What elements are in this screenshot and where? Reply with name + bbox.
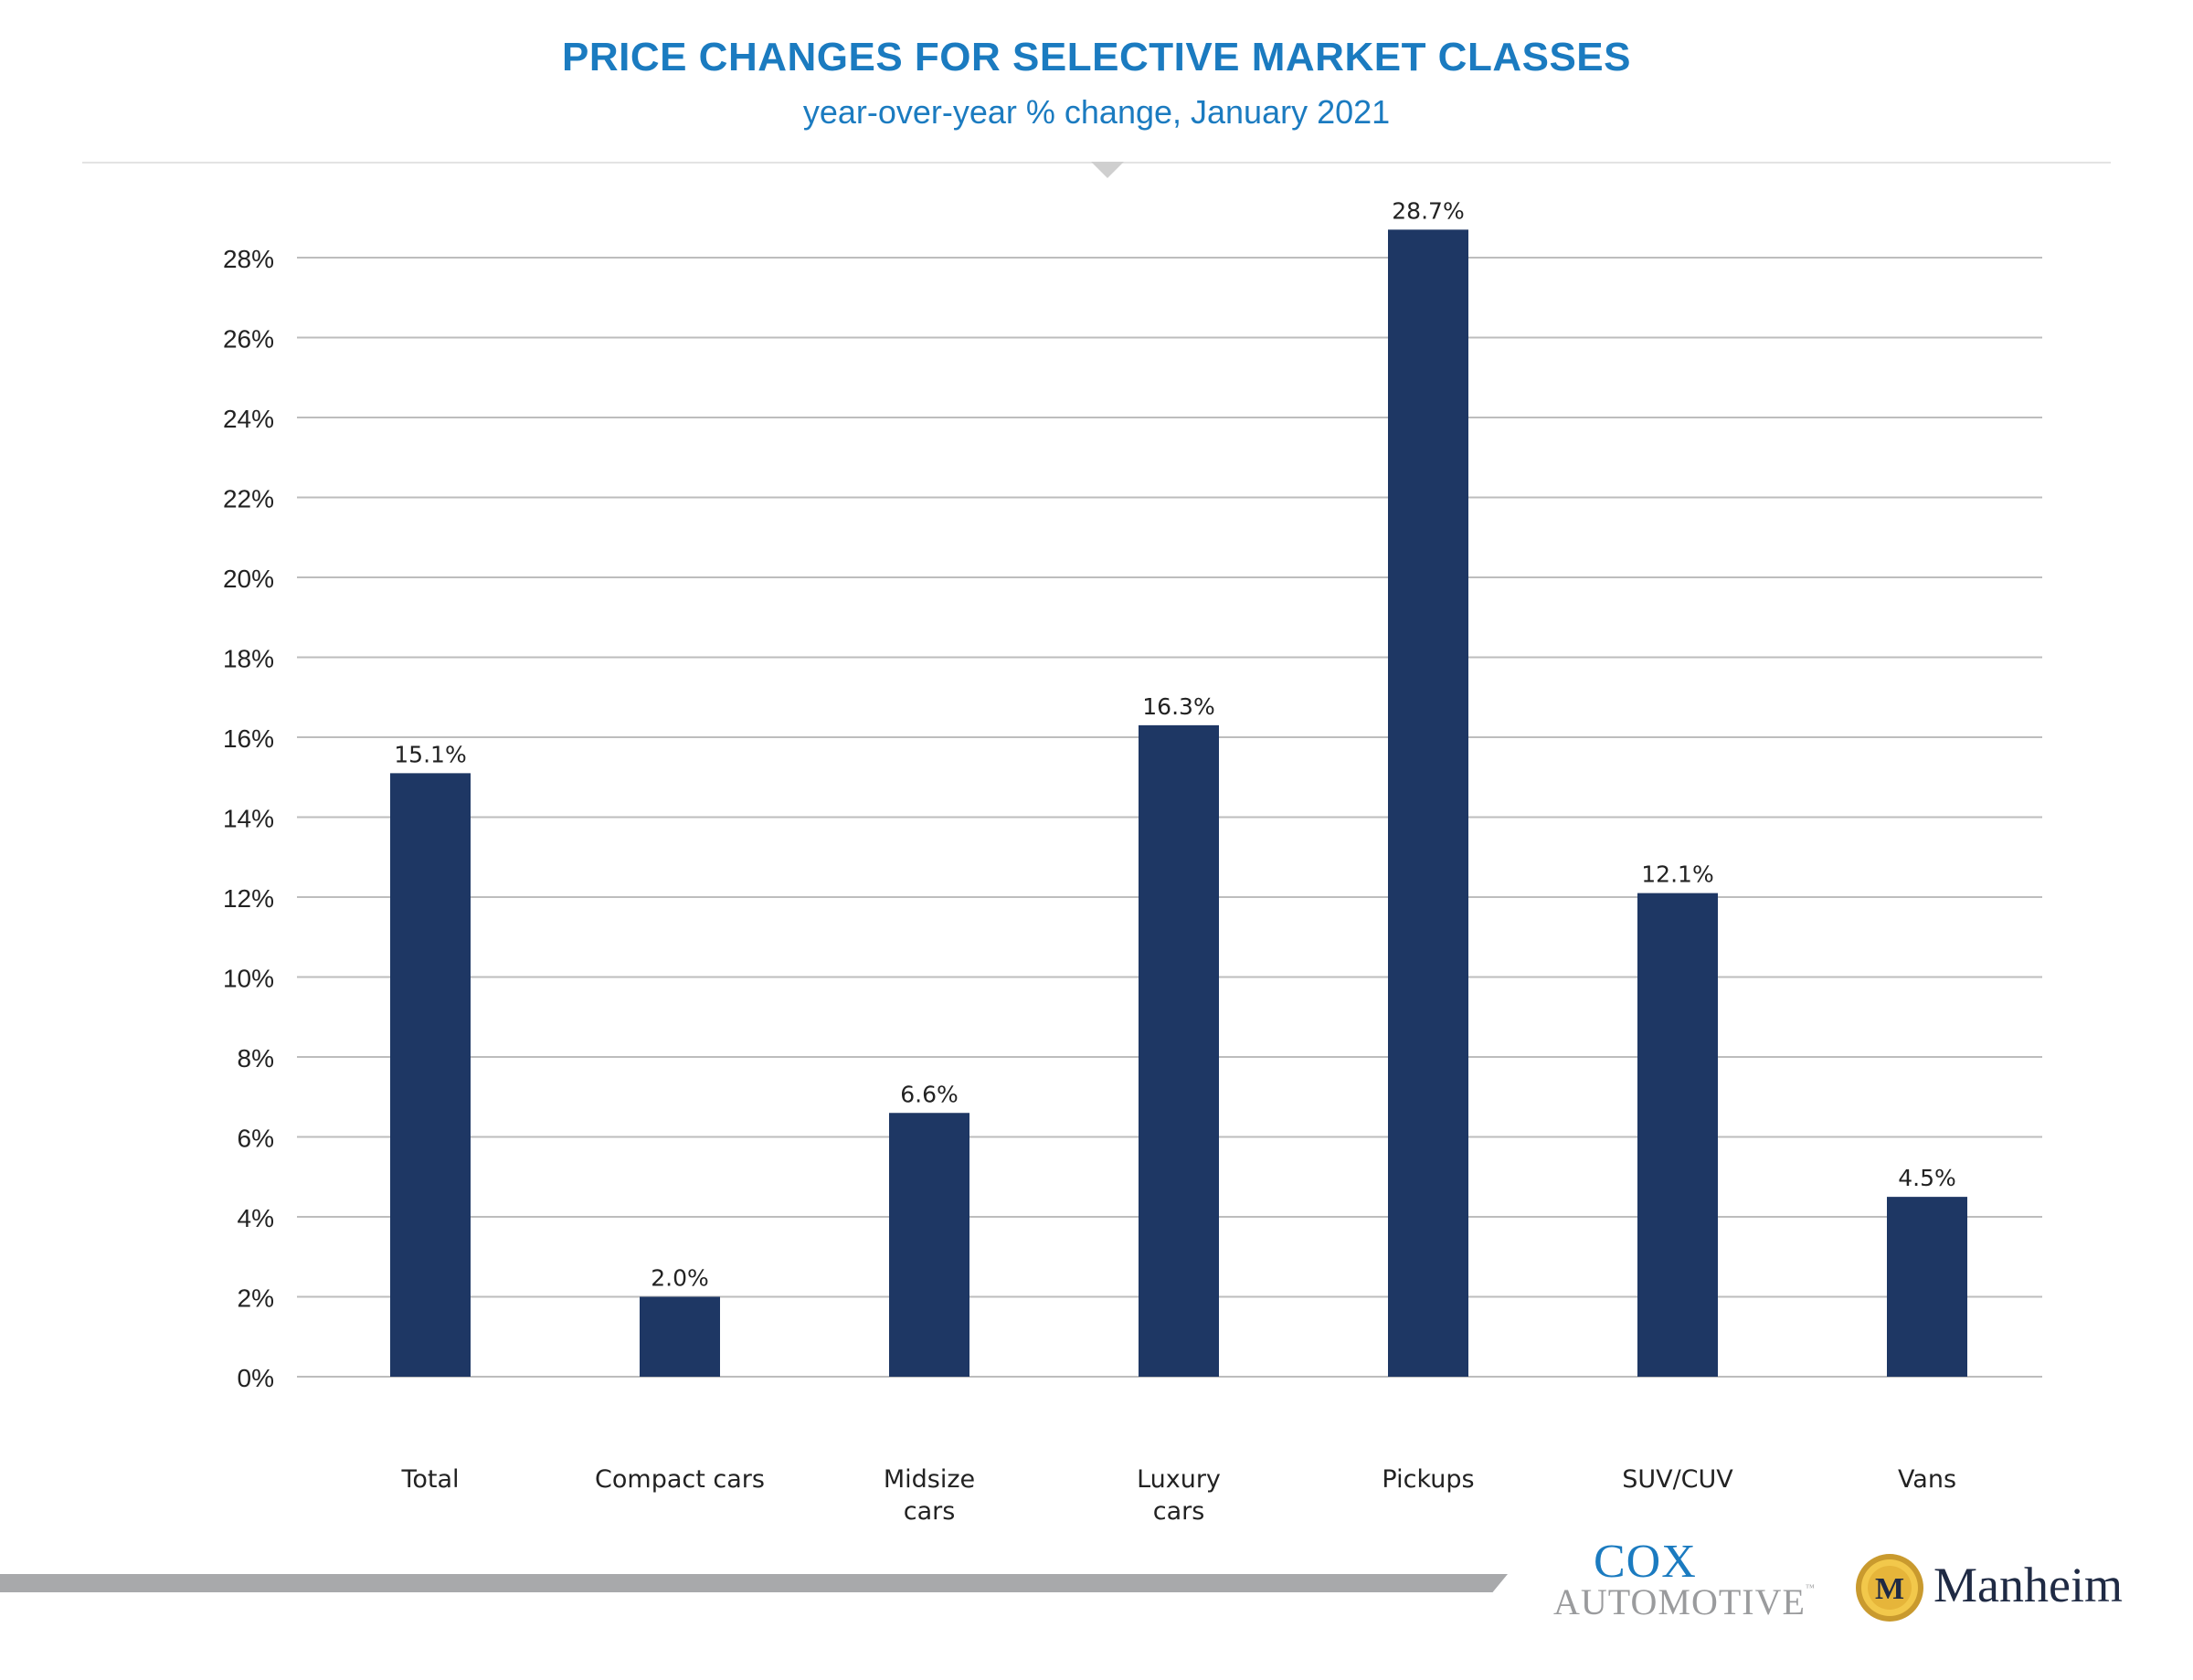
bar xyxy=(1887,1197,1967,1377)
bar xyxy=(889,1113,969,1377)
y-tick-label: 22% xyxy=(223,485,274,513)
data-label: 12.1% xyxy=(1641,861,1713,888)
y-tick-label: 4% xyxy=(238,1204,274,1232)
bar-chart: 0% 2% 4% 6% 8% 10% 12% 14% 16% 18% 20% 22% 24% 26% 28%… xyxy=(223,197,2042,1526)
y-tick-label: 0% xyxy=(238,1364,274,1392)
header-notch-icon xyxy=(1091,162,1124,178)
y-tick-label: 16% xyxy=(223,724,274,753)
x-tick-label: Vans xyxy=(1898,1465,1956,1494)
y-tick-label: 10% xyxy=(223,965,274,993)
y-tick-label: 26% xyxy=(223,325,274,354)
x-tick-label: cars xyxy=(1153,1497,1205,1526)
data-label: 6.6% xyxy=(900,1081,959,1107)
bar xyxy=(390,773,471,1377)
y-tick-label: 2% xyxy=(238,1284,274,1313)
y-axis-ticks: 0% 2% 4% 6% 8% 10% 12% 14% 16% 18% 20% 22% 24% 26% 28% xyxy=(223,245,274,1392)
cox-logo-tm: ™ xyxy=(1805,1583,1816,1593)
x-tick-label: Pickups xyxy=(1382,1465,1474,1494)
cox-logo-top: COX xyxy=(1594,1536,1697,1588)
manheim-wordmark: Manheim xyxy=(1933,1558,2123,1612)
data-label: 28.7% xyxy=(1392,197,1464,224)
y-tick-label: 8% xyxy=(238,1044,274,1072)
y-tick-label: 12% xyxy=(223,884,274,913)
data-label: 4.5% xyxy=(1898,1165,1956,1191)
bar xyxy=(1139,724,1219,1377)
x-axis-ticks: Total Compact cars Midsize cars Luxury cars Pi… xyxy=(400,1465,1956,1526)
x-tick-label: cars xyxy=(904,1497,956,1526)
footer-bar xyxy=(0,1574,1508,1592)
y-tick-label: 24% xyxy=(223,405,274,433)
x-tick-label: Total xyxy=(400,1465,459,1494)
y-tick-label: 18% xyxy=(223,645,274,673)
y-tick-label: 6% xyxy=(238,1125,274,1153)
x-tick-label: Luxury xyxy=(1137,1465,1221,1494)
data-label: 2.0% xyxy=(651,1265,709,1292)
chart-title: PRICE CHANGES FOR SELECTIVE MARKET CLASS… xyxy=(561,35,1631,79)
x-tick-label: Midsize xyxy=(884,1465,975,1494)
manheim-logo: M Manheim xyxy=(1855,1553,2166,1626)
x-tick-label: SUV/CUV xyxy=(1622,1465,1733,1494)
cox-logo-bottom: AUTOMOTIVE™ xyxy=(1553,1584,1816,1621)
manheim-emblem-letter: M xyxy=(1875,1572,1904,1606)
y-tick-label: 28% xyxy=(223,245,274,273)
data-label: 16.3% xyxy=(1142,693,1214,720)
chart-subtitle: year-over-year % change, January 2021 xyxy=(802,93,1391,131)
cox-automotive-logo: COX AUTOMOTIVE™ xyxy=(1553,1536,1815,1630)
manheim-emblem-icon: M xyxy=(1856,1554,1923,1622)
bars xyxy=(390,229,1967,1377)
bar xyxy=(640,1296,720,1377)
bar xyxy=(1637,893,1718,1377)
data-label: 15.1% xyxy=(394,741,466,767)
bar xyxy=(1388,229,1468,1377)
cox-logo-automotive: AUTOMOTIVE xyxy=(1553,1581,1806,1622)
y-tick-label: 20% xyxy=(223,565,274,593)
data-labels: 15.1% 2.0% 6.6% 16.3% 28.7% 12.1% 4.5% xyxy=(394,197,1955,1291)
y-tick-label: 14% xyxy=(223,805,274,833)
x-tick-label: Compact cars xyxy=(595,1465,765,1494)
